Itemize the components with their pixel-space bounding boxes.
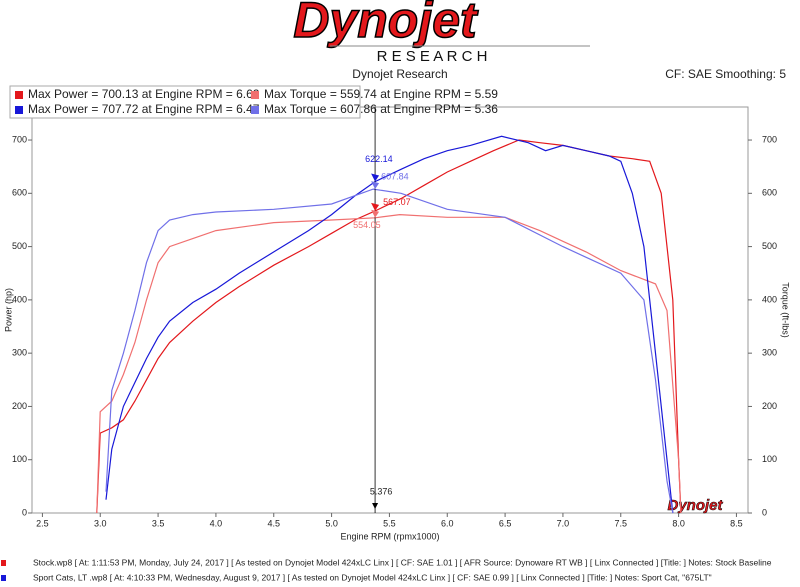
y-tick-label: 0 xyxy=(22,507,27,517)
y2-tick-label: 0 xyxy=(762,507,767,517)
x-tick-label: 3.5 xyxy=(152,518,165,528)
footer-line: Sport Cats, LT .wp8 [ At: 4:10:33 PM, We… xyxy=(33,572,712,582)
annotation-label: 622.14 xyxy=(365,154,393,164)
y2-tick-label: 200 xyxy=(762,401,777,411)
x-tick-label: 4.0 xyxy=(210,518,223,528)
legend-swatch xyxy=(251,91,259,99)
chart-title: Dynojet Research xyxy=(352,67,447,81)
x-tick-label: 2.5 xyxy=(36,518,49,528)
plot-frame xyxy=(31,106,749,514)
y2-tick-label: 600 xyxy=(762,188,777,198)
cursor-arrow xyxy=(372,503,379,509)
y-tick-label: 400 xyxy=(12,294,27,304)
series-line xyxy=(105,188,674,514)
legend-label: Max Power = 700.13 at Engine RPM = 6.62 xyxy=(28,87,260,101)
footer-swatch xyxy=(1,560,6,566)
y2-tick-label: 400 xyxy=(762,294,777,304)
footer-line: Stock.wp8 [ At: 1:11:53 PM, Monday, July… xyxy=(33,557,772,567)
x-tick-label: 7.5 xyxy=(615,518,628,528)
legend-swatch xyxy=(251,106,259,114)
legend-swatch xyxy=(15,106,23,114)
x-tick-label: 8.5 xyxy=(730,518,743,528)
y2-tick-label: 300 xyxy=(762,348,777,358)
series-line xyxy=(96,139,682,514)
y2-tick-label: 700 xyxy=(762,134,777,144)
y-tick-label: 600 xyxy=(12,188,27,198)
x-tick-label: 6.0 xyxy=(441,518,454,528)
series-line xyxy=(96,213,682,514)
cursor-label: 5.376 xyxy=(370,486,393,496)
series-line xyxy=(105,135,674,514)
y-tick-label: 500 xyxy=(12,241,27,251)
legend-label: Max Torque = 607.86 at Engine RPM = 5.36 xyxy=(264,102,498,116)
legend-label: Max Power = 707.72 at Engine RPM = 6.47 xyxy=(28,102,260,116)
x-tick-label: 5.5 xyxy=(383,518,396,528)
annotation-arrow xyxy=(371,181,380,190)
x-tick-label: 3.0 xyxy=(94,518,107,528)
x-tick-label: 6.5 xyxy=(499,518,512,528)
y2-tick-label: 500 xyxy=(762,241,777,251)
legend-box xyxy=(9,85,361,119)
annotation-label: 554.05 xyxy=(353,220,381,230)
annotation-arrow xyxy=(371,209,380,218)
y-tick-label: 100 xyxy=(12,454,27,464)
y-tick-label: 300 xyxy=(12,348,27,358)
y2-tick-label: 100 xyxy=(762,454,777,464)
y-tick-label: 200 xyxy=(12,401,27,411)
y-tick-label: 700 xyxy=(12,134,27,144)
y2-axis-label: Torque (ft-lbs) xyxy=(781,282,791,338)
annotation-label: 567.07 xyxy=(383,197,411,207)
legend-swatch xyxy=(15,91,23,99)
watermark: Dynojet xyxy=(667,497,723,514)
annotation-label: 607.84 xyxy=(381,172,409,182)
logo: Dynojet xyxy=(293,0,479,48)
x-tick-label: 7.0 xyxy=(557,518,570,528)
annotation-arrow xyxy=(371,202,380,211)
cf-note: CF: SAE Smoothing: 5 xyxy=(665,67,786,81)
footer-swatch xyxy=(1,575,6,581)
x-tick-label: 4.5 xyxy=(267,518,280,528)
legend-label: Max Torque = 559.74 at Engine RPM = 5.59 xyxy=(264,87,498,101)
logo-sub: R E S E A R C H xyxy=(377,48,488,65)
y-axis-label: Power (hp) xyxy=(3,288,13,332)
x-axis-label: Engine RPM (rpmx1000) xyxy=(340,531,439,541)
x-tick-label: 5.0 xyxy=(325,518,338,528)
annotation-arrow xyxy=(371,173,380,182)
x-tick-label: 8.0 xyxy=(672,518,685,528)
